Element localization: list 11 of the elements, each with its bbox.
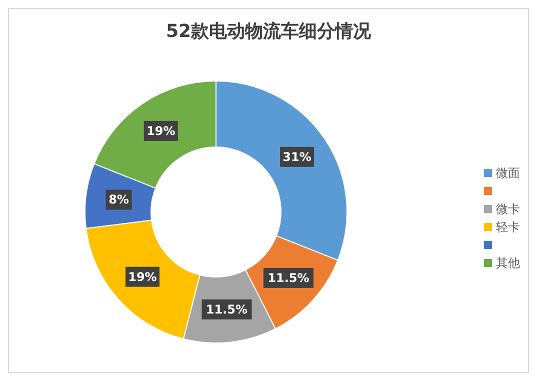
data-label: 8% bbox=[108, 192, 129, 207]
data-label: 31% bbox=[282, 150, 312, 164]
legend-label: 轻卡 bbox=[496, 218, 520, 236]
data-label: 11.5% bbox=[206, 302, 248, 316]
data-label: 19% bbox=[128, 270, 157, 284]
chart-title: 52款电动物流车细分情况 bbox=[164, 20, 372, 43]
data-label: 11.5% bbox=[268, 270, 310, 285]
data-label: 19% bbox=[146, 124, 176, 138]
legend-label: 微面 bbox=[496, 164, 520, 182]
legend-label: 微卡 bbox=[496, 200, 520, 218]
legend-label: 其他 bbox=[496, 254, 520, 272]
